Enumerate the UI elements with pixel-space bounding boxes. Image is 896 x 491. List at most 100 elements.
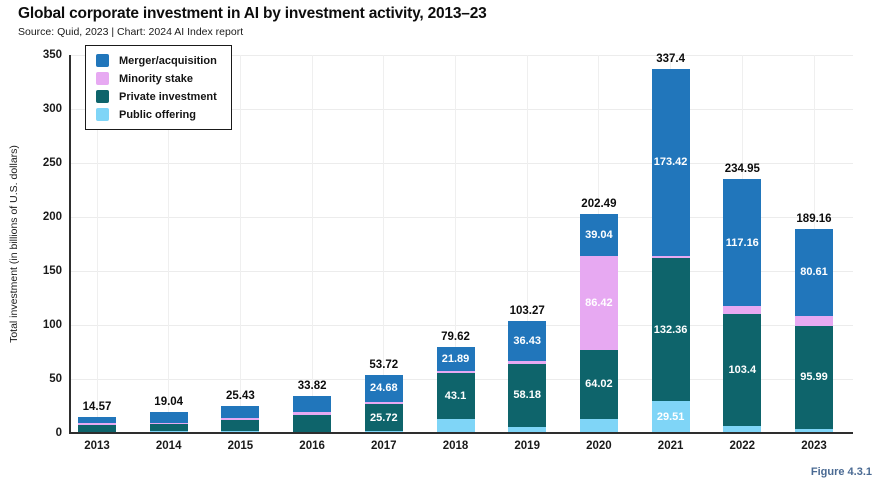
bar-total-label: 337.4 (656, 52, 685, 65)
bar-segment-merger-acquisition (78, 417, 116, 424)
bar-segment-merger-acquisition (149, 412, 188, 423)
legend-item-label: Minority stake (119, 72, 193, 85)
x-axis-tick-label: 2019 (514, 440, 540, 452)
bar-total-label: 189.16 (796, 212, 832, 225)
gridline-y (70, 108, 853, 110)
bar-total-label: 14.57 (82, 401, 112, 414)
chart-source-line: Source: Quid, 2023 | Chart: 2024 AI Inde… (18, 26, 244, 38)
bar-total-label: 79.62 (441, 331, 470, 343)
bar-segment-value: 132.36 (653, 323, 688, 336)
bar-segment-minority-stake (436, 370, 475, 373)
legend-swatch-icon (96, 54, 109, 67)
bar-segment-merger-acquisition: 21.89 (436, 347, 475, 371)
legend-box: Merger/acquisition Minority stake Private … (85, 45, 232, 130)
bar-segment-private-investment (293, 414, 332, 432)
bar-segment-private-investment: 25.72 (364, 403, 403, 432)
bar-segment-minority-stake: 86.42 (579, 256, 618, 350)
figure-caption: Figure 4.3.1 (810, 466, 872, 478)
x-axis-tick-label: 2018 (442, 440, 469, 452)
bar-total-label: 202.49 (581, 198, 617, 211)
bar-segment-value: 39.04 (585, 229, 613, 242)
bar-segment-public-offering (579, 418, 618, 433)
y-axis-tick-label: 150 (42, 265, 62, 277)
bar-segment-merger-acquisition: 24.68 (364, 374, 403, 402)
bar-segment-private-investment (149, 423, 188, 431)
gridline-y (70, 216, 853, 218)
bar-total-label: 53.72 (369, 358, 399, 371)
y-axis-line (69, 55, 71, 433)
x-axis-line (69, 432, 853, 434)
bar-segment-merger-acquisition: 36.43 (508, 321, 547, 361)
bar-segment-private-investment: 95.99 (795, 325, 833, 430)
x-axis-tick-label: 2020 (586, 440, 612, 452)
y-axis-tick-label: 350 (42, 49, 62, 61)
legend-item-private-investment: Private investment (96, 90, 217, 103)
bar-total-label: 103.27 (509, 305, 545, 318)
bar-segment-merger-acquisition: 173.42 (651, 68, 690, 256)
legend-item-merger-acquisition: Merger/acquisition (96, 54, 217, 67)
gridline-y (70, 324, 853, 326)
legend-item-label: Public offering (119, 108, 196, 121)
x-axis-tick-label: 2015 (227, 440, 254, 452)
bar-segment-value: 24.68 (370, 382, 398, 395)
y-axis-tick-label: 250 (42, 157, 62, 169)
bar-total-label: 234.95 (724, 163, 760, 176)
gridline-y (70, 162, 853, 164)
bar-segment-merger-acquisition: 80.61 (795, 228, 833, 316)
bar-segment-minority-stake (795, 315, 833, 326)
gridline-x (311, 55, 313, 433)
chart-title: Global corporate investment in AI by inv… (18, 5, 487, 22)
bar-segment-public-offering (149, 430, 188, 433)
bar-segment-minority-stake (364, 401, 403, 404)
bar-total-label: 33.82 (297, 380, 327, 393)
bar-segment-private-investment: 103.4 (723, 314, 762, 426)
bar-segment-minority-stake (651, 255, 690, 259)
legend-item-label: Merger/acquisition (119, 54, 217, 67)
bar-segment-public-offering (795, 429, 833, 433)
legend-swatch-icon (96, 90, 109, 103)
bar-segment-private-investment: 132.36 (651, 258, 690, 402)
x-axis-tick-label: 2017 (371, 440, 397, 452)
bar-segment-merger-acquisition: 117.16 (723, 179, 762, 306)
gridline-x (526, 55, 528, 433)
bar-segment-value: 117.16 (725, 236, 759, 249)
bar-segment-value: 29.51 (656, 411, 685, 424)
bar-segment-minority-stake (293, 411, 332, 415)
gridline-x (455, 55, 456, 433)
bar-segment-merger-acquisition: 39.04 (579, 214, 618, 257)
bar-segment-value: 64.02 (585, 378, 613, 391)
bar-segment-private-investment (221, 419, 260, 431)
bar-segment-value: 25.72 (370, 411, 398, 424)
gridline-x (168, 55, 170, 433)
y-axis-tick-label: 300 (42, 103, 62, 115)
bar-segment-merger-acquisition (221, 405, 260, 418)
gridline-y (70, 270, 853, 272)
bar-segment-value: 43.1 (444, 390, 467, 403)
bar-segment-value: 58.18 (513, 389, 541, 402)
bar-segment-private-investment: 64.02 (579, 349, 618, 419)
bar-segment-public-offering (723, 425, 762, 433)
legend-item-label: Private investment (119, 90, 217, 103)
x-axis-tick-label: 2023 (801, 440, 827, 452)
y-axis-title: Total investment (in billions of U.S. do… (8, 145, 20, 343)
bar-segment-public-offering (436, 419, 475, 433)
bar-segment-value: 36.43 (513, 335, 541, 348)
x-axis-tick-label: 2016 (299, 440, 325, 452)
bar-segment-value: 86.42 (585, 297, 613, 310)
bar-segment-merger-acquisition (293, 396, 332, 412)
legend-item-public-offering: Public offering (96, 108, 217, 121)
bar-total-label: 25.43 (226, 389, 255, 402)
x-axis-tick-label: 2014 (155, 440, 182, 452)
bar-segment-public-offering (221, 430, 260, 433)
bar-segment-private-investment: 43.1 (436, 372, 475, 420)
y-axis-tick-label: 0 (55, 427, 62, 439)
gridline-x (383, 55, 385, 433)
bar-segment-public-offering (508, 426, 547, 433)
x-axis-tick-label: 2022 (729, 440, 756, 452)
x-axis-tick-label: 2013 (84, 440, 110, 452)
y-axis-tick-label: 200 (42, 211, 62, 223)
bar-segment-private-investment (78, 424, 116, 432)
legend-swatch-icon (96, 108, 109, 121)
bar-segment-minority-stake (149, 422, 188, 424)
